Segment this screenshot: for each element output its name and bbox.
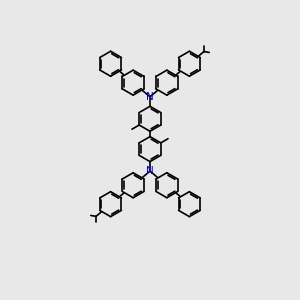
Text: N: N	[146, 166, 154, 176]
Text: N: N	[146, 92, 154, 102]
